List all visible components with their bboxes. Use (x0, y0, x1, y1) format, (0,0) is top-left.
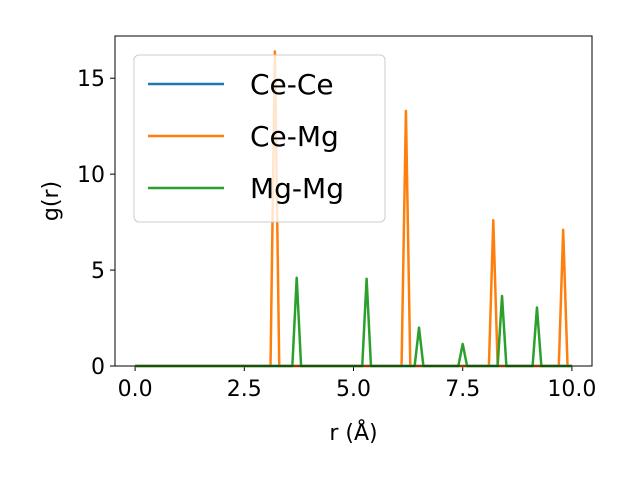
y-tick-label: 5 (91, 259, 105, 284)
x-tick-label: 7.5 (445, 377, 480, 402)
y-tick-label: 10 (77, 163, 105, 188)
legend: Ce-Ce Ce-Mg Mg-Mg (133, 54, 386, 223)
y-tick-label: 0 (91, 355, 105, 380)
legend-label: Ce-Ce (250, 68, 334, 101)
x-tick-label: 2.5 (227, 377, 262, 402)
series-mg-mg-line (135, 276, 572, 368)
y-tick-label: 15 (77, 67, 105, 92)
legend-label: Mg-Mg (250, 172, 344, 205)
legend-box (133, 54, 386, 223)
x-tick-label: 10.0 (547, 377, 596, 402)
x-tick-label: 5.0 (336, 377, 371, 402)
x-axis-label: r (Å) (329, 419, 377, 446)
plot-frame (114, 35, 593, 367)
axis-ticks: 0.0 2.5 5.0 7.5 10.0 0 5 10 15 (77, 67, 596, 402)
x-tick-label: 0.0 (118, 377, 153, 402)
legend-label: Ce-Mg (250, 120, 339, 153)
y-axis-label: g(r) (39, 181, 64, 221)
